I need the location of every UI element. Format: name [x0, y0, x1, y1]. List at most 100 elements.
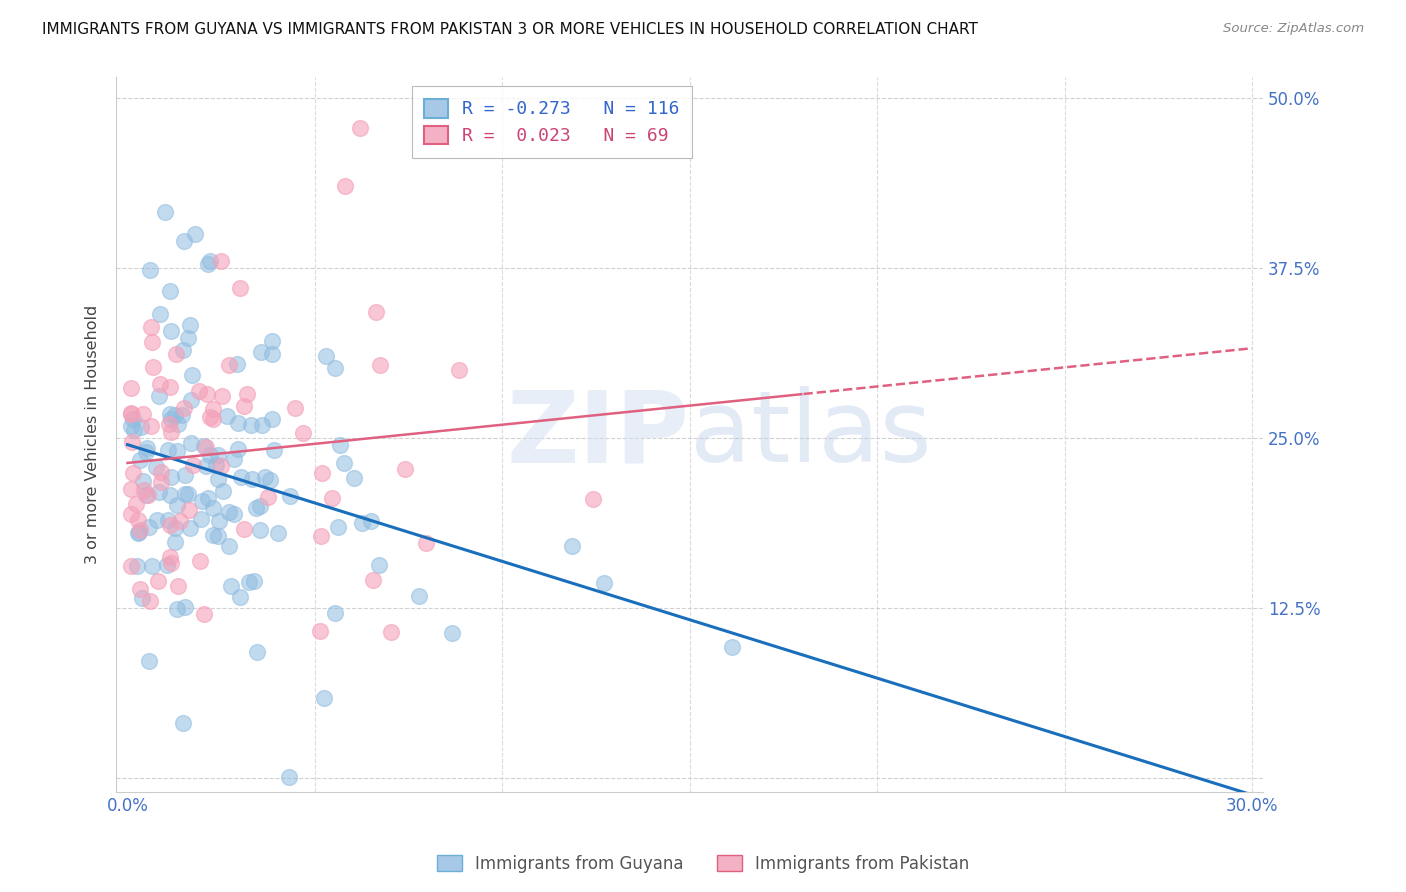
Point: [218, 505, 240, 519]
Point: [120, 508, 142, 522]
Point: [141, 320, 163, 334]
Point: [198, 254, 221, 268]
Point: [120, 381, 142, 395]
Point: [250, 418, 273, 433]
Point: [260, 411, 283, 425]
Point: [159, 549, 181, 564]
Point: [208, 514, 231, 528]
Point: [197, 491, 219, 506]
Point: [181, 458, 204, 472]
Point: [561, 539, 583, 553]
Point: [163, 534, 186, 549]
Point: [149, 465, 172, 479]
Point: [260, 347, 283, 361]
Point: [159, 407, 181, 421]
Point: [188, 554, 211, 568]
Point: [127, 558, 149, 573]
Legend: R = -0.273   N = 116, R =  0.023   N = 69: R = -0.273 N = 116, R = 0.023 N = 69: [412, 87, 693, 158]
Point: [368, 558, 391, 572]
Point: [221, 579, 243, 593]
Point: [173, 487, 195, 501]
Point: [228, 590, 250, 604]
Point: [323, 606, 346, 620]
Point: [250, 345, 273, 359]
Point: [157, 417, 180, 431]
Point: [173, 343, 195, 358]
Point: [159, 488, 181, 502]
Point: [184, 227, 207, 241]
Point: [165, 347, 187, 361]
Point: [127, 513, 149, 527]
Point: [207, 529, 229, 543]
Point: [201, 528, 224, 542]
Point: [131, 420, 153, 434]
Point: [284, 401, 307, 415]
Point: [366, 304, 388, 318]
Point: [135, 445, 157, 459]
Point: [207, 472, 229, 486]
Point: [129, 453, 152, 467]
Point: [349, 120, 371, 135]
Point: [226, 357, 249, 371]
Point: [343, 471, 366, 485]
Point: [201, 412, 224, 426]
Point: [593, 576, 616, 591]
Point: [259, 473, 281, 487]
Point: [321, 491, 343, 506]
Point: [177, 503, 200, 517]
Text: ZIP: ZIP: [508, 386, 690, 483]
Point: [363, 573, 385, 587]
Point: [190, 512, 212, 526]
Point: [449, 363, 471, 377]
Point: [160, 470, 183, 484]
Point: [440, 625, 463, 640]
Point: [166, 602, 188, 616]
Point: [323, 360, 346, 375]
Point: [229, 281, 252, 295]
Point: [198, 448, 221, 462]
Point: [121, 467, 143, 481]
Point: [181, 368, 204, 383]
Point: [159, 380, 181, 394]
Point: [148, 574, 170, 589]
Point: [155, 204, 177, 219]
Point: [262, 334, 284, 348]
Point: [127, 526, 149, 541]
Point: [380, 625, 402, 640]
Point: [167, 579, 190, 593]
Point: [177, 331, 200, 345]
Point: [232, 522, 254, 536]
Point: [207, 448, 229, 462]
Point: [124, 423, 146, 437]
Point: [212, 484, 235, 499]
Point: [136, 441, 159, 455]
Point: [141, 335, 163, 350]
Point: [188, 384, 211, 399]
Point: [160, 556, 183, 570]
Point: [172, 408, 194, 422]
Point: [120, 407, 142, 421]
Point: [209, 254, 232, 268]
Point: [141, 558, 163, 573]
Legend: Immigrants from Guyana, Immigrants from Pakistan: Immigrants from Guyana, Immigrants from …: [430, 848, 976, 880]
Point: [253, 469, 276, 483]
Point: [267, 525, 290, 540]
Point: [120, 482, 142, 496]
Point: [190, 494, 212, 508]
Point: [163, 408, 186, 422]
Point: [173, 401, 195, 415]
Point: [360, 514, 382, 528]
Point: [145, 459, 167, 474]
Point: [195, 387, 218, 401]
Point: [163, 521, 186, 535]
Point: [149, 376, 172, 391]
Point: [215, 409, 238, 423]
Point: [173, 600, 195, 615]
Point: [148, 389, 170, 403]
Point: [193, 440, 215, 454]
Point: [238, 574, 260, 589]
Point: [333, 179, 356, 194]
Point: [148, 484, 170, 499]
Point: [218, 358, 240, 372]
Point: [135, 487, 157, 501]
